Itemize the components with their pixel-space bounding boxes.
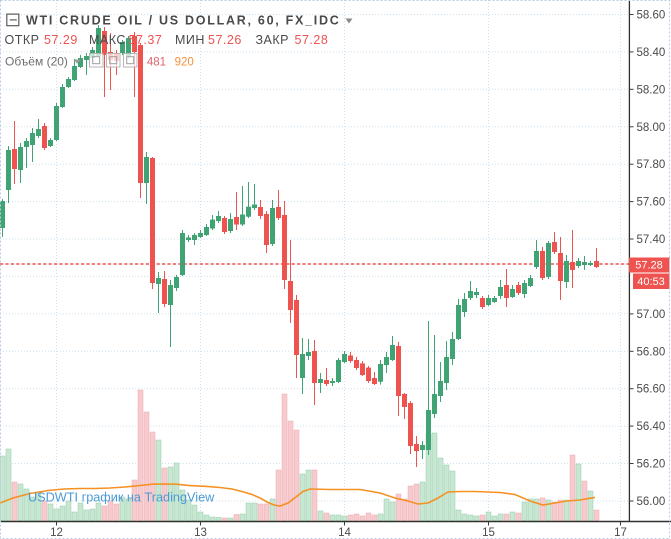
svg-text:МИН: МИН — [175, 33, 205, 47]
svg-text:57.29: 57.29 — [44, 33, 78, 47]
svg-text:13: 13 — [194, 527, 207, 539]
svg-text:14: 14 — [338, 527, 351, 539]
svg-text:40:53: 40:53 — [637, 276, 665, 288]
svg-text:15: 15 — [482, 527, 495, 539]
svg-text:17: 17 — [614, 527, 627, 539]
svg-text:57.28: 57.28 — [635, 260, 663, 272]
svg-text:58.20: 58.20 — [637, 84, 666, 96]
svg-text:58.00: 58.00 — [637, 122, 666, 134]
svg-text:481: 481 — [147, 56, 166, 68]
svg-text:57.40: 57.40 — [637, 234, 666, 246]
svg-text:ЗАКР: ЗАКР — [256, 33, 290, 47]
svg-text:58.60: 58.60 — [637, 10, 666, 22]
svg-text:57.80: 57.80 — [637, 159, 666, 171]
svg-text:56.80: 56.80 — [637, 346, 666, 358]
svg-text:57.00: 57.00 — [637, 309, 666, 321]
svg-text:57.26: 57.26 — [208, 33, 242, 47]
svg-text:920: 920 — [175, 56, 194, 68]
svg-text:Объём (20): Объём (20) — [5, 55, 68, 69]
svg-text:57.28: 57.28 — [295, 33, 329, 47]
svg-text:58.40: 58.40 — [637, 47, 666, 59]
svg-text:57.37: 57.37 — [129, 33, 163, 47]
svg-text:12: 12 — [50, 527, 63, 539]
svg-text:WTI CRUDE OIL / US DOLLAR, 60,: WTI CRUDE OIL / US DOLLAR, 60, FX_IDC — [26, 13, 341, 27]
svg-text:56.20: 56.20 — [637, 459, 666, 471]
svg-text:ОТКР: ОТКР — [5, 33, 40, 47]
svg-text:56.00: 56.00 — [637, 496, 666, 508]
svg-text:57.60: 57.60 — [637, 197, 666, 209]
svg-text:USDWTI график на TradingView: USDWTI график на TradingView — [28, 491, 215, 505]
svg-text:56.40: 56.40 — [637, 421, 666, 433]
svg-text:МАКС: МАКС — [89, 33, 126, 47]
svg-text:56.60: 56.60 — [637, 384, 666, 396]
